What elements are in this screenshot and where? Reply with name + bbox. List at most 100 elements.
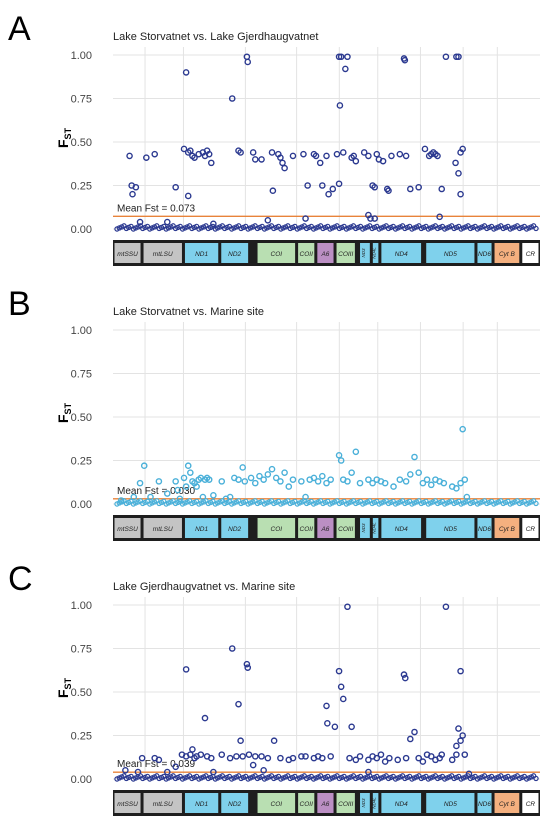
data-point xyxy=(329,185,337,193)
data-point xyxy=(289,152,297,160)
data-point xyxy=(298,753,305,760)
data-point xyxy=(459,145,466,153)
data-point xyxy=(233,753,240,760)
gene-segment xyxy=(426,793,475,813)
data-point xyxy=(360,149,368,156)
baseline-point xyxy=(533,500,539,507)
gene-label: mtSSU xyxy=(117,251,138,258)
gene-segment xyxy=(477,243,492,263)
data-point xyxy=(269,187,277,195)
data-point xyxy=(260,767,267,774)
data-point xyxy=(337,683,345,691)
data-point xyxy=(419,479,427,487)
gene-segment xyxy=(372,793,379,813)
gene-label: CR xyxy=(526,801,536,808)
data-point xyxy=(207,159,215,167)
data-point xyxy=(411,728,418,736)
data-point xyxy=(277,154,284,161)
data-point xyxy=(205,476,213,483)
data-point xyxy=(268,465,276,473)
data-point xyxy=(344,603,351,611)
data-point xyxy=(302,215,309,222)
data-point xyxy=(226,754,234,762)
data-point xyxy=(241,478,249,485)
data-point xyxy=(396,150,404,158)
data-point xyxy=(406,471,414,478)
data-point xyxy=(337,53,345,61)
gene-segment xyxy=(221,518,249,538)
gene-label: ND1 xyxy=(195,526,208,533)
data-point xyxy=(327,476,334,483)
data-point xyxy=(172,763,179,771)
gene-label: ND4 xyxy=(395,526,408,533)
gene-segment xyxy=(477,793,492,813)
data-point xyxy=(377,751,385,758)
data-point xyxy=(365,768,372,776)
data-point xyxy=(193,483,200,490)
data-point xyxy=(453,53,460,61)
data-point xyxy=(182,69,190,76)
data-point xyxy=(251,156,259,163)
data-point xyxy=(243,660,251,668)
panel-letter: C xyxy=(8,560,33,598)
data-point xyxy=(459,732,466,739)
data-point xyxy=(272,474,280,482)
gene-label: ND2 xyxy=(228,526,241,533)
data-point xyxy=(415,469,422,476)
data-point xyxy=(136,218,144,226)
data-point xyxy=(302,753,309,760)
data-point xyxy=(182,483,190,490)
data-point xyxy=(264,471,272,478)
data-point xyxy=(258,156,265,163)
data-point xyxy=(163,490,171,497)
gene-label: ND4L xyxy=(372,247,377,259)
data-point xyxy=(352,448,360,456)
data-point xyxy=(264,216,272,224)
gene-segment xyxy=(114,518,141,538)
y-tick-label: 0.50 xyxy=(71,137,92,149)
data-point xyxy=(289,476,297,483)
data-point xyxy=(344,53,351,61)
data-point xyxy=(335,53,343,61)
data-point xyxy=(324,720,331,727)
chart-title: Lake Gjerdhaugvatnet vs. Marine site xyxy=(113,581,295,593)
data-point xyxy=(325,190,332,198)
data-point xyxy=(457,737,464,745)
data-point xyxy=(277,754,284,762)
data-point xyxy=(436,213,443,221)
data-point xyxy=(258,753,265,760)
y-axis-label: FST xyxy=(55,677,73,698)
panel-letter: B xyxy=(8,285,31,323)
gene-label: A6 xyxy=(320,251,329,258)
data-point xyxy=(163,218,171,226)
data-point xyxy=(172,478,179,485)
gene-label: ND2 xyxy=(228,251,241,258)
gene-segment xyxy=(381,243,422,263)
data-point xyxy=(191,154,198,161)
data-point xyxy=(327,753,334,760)
gene-label: mtSSU xyxy=(117,801,138,808)
data-point xyxy=(336,102,344,109)
data-point xyxy=(187,147,194,154)
data-point xyxy=(352,157,360,165)
data-point xyxy=(155,756,163,764)
data-point xyxy=(401,56,409,64)
gene-label: ND5 xyxy=(444,251,457,258)
gene-segment xyxy=(522,518,539,538)
y-axis-label-subscript: ST xyxy=(63,677,73,689)
gene-label: ND3 xyxy=(361,798,366,807)
gene-label: mtSSU xyxy=(117,526,138,533)
gene-segment xyxy=(477,518,492,538)
gene-segment xyxy=(381,518,422,538)
data-point xyxy=(452,159,459,167)
gene-label: ND6 xyxy=(478,251,491,258)
data-point xyxy=(147,493,154,501)
data-point xyxy=(151,150,159,158)
data-point xyxy=(249,149,257,156)
chart-title: Lake Storvatnet vs. Marine site xyxy=(113,306,264,318)
data-point xyxy=(251,479,259,487)
data-point xyxy=(277,478,284,485)
data-point xyxy=(455,725,462,732)
mean-fst-label: Mean Fst = 0.030 xyxy=(117,486,196,497)
data-point xyxy=(346,754,353,762)
